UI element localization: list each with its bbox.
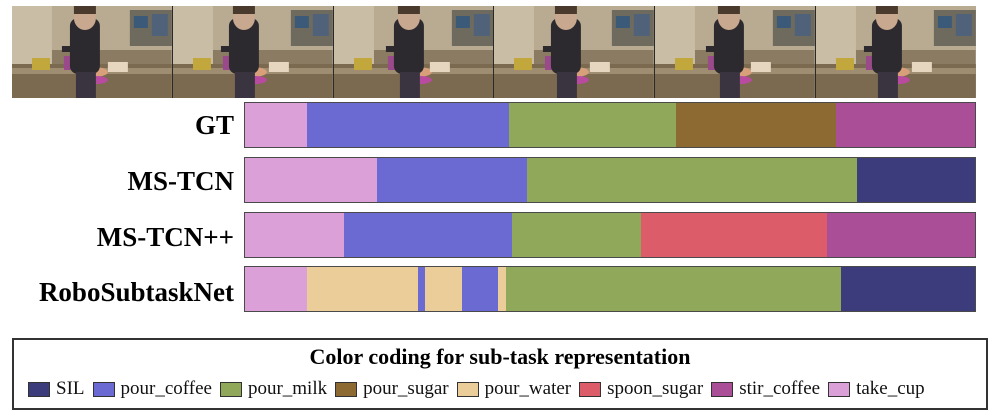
legend-item-take-cup: take_cup [828, 378, 925, 400]
segment-stir-coffee [835, 103, 975, 147]
kitchen-scene-image [12, 6, 172, 98]
video-frame [816, 6, 976, 98]
segment-pour-water [497, 267, 507, 311]
segment-pour-coffee [343, 213, 513, 257]
legend-swatch [828, 381, 851, 397]
segment-pour-water [424, 267, 462, 311]
segment-pour-coffee [377, 158, 527, 202]
legend-swatch [456, 381, 479, 397]
kitchen-scene-image [333, 6, 494, 98]
legend-swatch [219, 381, 242, 397]
legend-item-pour-milk: pour_milk [219, 378, 328, 400]
legend-item-pour-sugar: pour_sugar [335, 378, 449, 400]
segment-spoon-sugar [640, 213, 827, 257]
segment-take-cup [245, 158, 378, 202]
video-frame-strip [12, 6, 976, 98]
segment-pour-coffee [461, 267, 498, 311]
legend-swatch [711, 381, 734, 397]
segment-pour-coffee [307, 103, 509, 147]
video-frame [494, 6, 656, 98]
segmentation-bar-ms-tcn [244, 157, 976, 203]
legend-label: take_cup [856, 378, 925, 399]
segment-SIL [856, 158, 975, 202]
kitchen-scene-image [655, 6, 816, 98]
color-legend: Color coding for sub-task representation… [12, 338, 988, 410]
legend-item-pour-coffee: pour_coffee [92, 378, 212, 400]
segment-SIL [840, 267, 975, 311]
legend-label: SIL [56, 378, 85, 399]
kitchen-scene-image [494, 6, 655, 98]
segment-pour-coffee [418, 267, 425, 311]
segment-pour-milk [508, 103, 676, 147]
row-label-robosubtasknet: RoboSubtaskNet [38, 277, 234, 307]
segment-pour-sugar [675, 103, 836, 147]
segment-pour-milk [526, 158, 857, 202]
legend-swatch [28, 381, 50, 397]
segment-pour-water [307, 267, 418, 311]
segment-take-cup [245, 267, 308, 311]
kitchen-scene-image [172, 6, 333, 98]
video-frame [655, 6, 817, 98]
legend-label: stir_coffee [739, 378, 821, 399]
legend-swatch [579, 381, 602, 397]
segment-pour-milk [512, 213, 641, 257]
legend-item-stir-coffee: stir_coffee [711, 378, 820, 400]
legend-title: Color coding for sub-task representation [309, 344, 691, 369]
video-frame [12, 6, 173, 98]
row-label-ms-tcn-plus: MS-TCN++ [96, 222, 234, 252]
legend-label: spoon_sugar [607, 378, 704, 399]
legend-label: pour_water [484, 378, 572, 399]
legend-item-spoon-sugar: spoon_sugar [579, 378, 703, 400]
segmentation-bar-gt [244, 102, 976, 148]
segment-pour-milk [506, 267, 841, 311]
legend-item-SIL: SIL [28, 378, 85, 400]
legend-label: pour_milk [247, 378, 328, 399]
segment-take-cup [245, 213, 344, 257]
segment-stir-coffee [826, 213, 975, 257]
legend-label: pour_sugar [363, 378, 449, 399]
kitchen-scene-image [816, 6, 976, 98]
segment-take-cup [245, 103, 308, 147]
row-label-ms-tcn: MS-TCN [127, 166, 235, 196]
segmentation-bar-ms-tcn-plus [244, 212, 976, 258]
video-frame [172, 6, 334, 98]
video-frame [333, 6, 495, 98]
segmentation-bar-robosubtasknet [244, 266, 976, 312]
legend-swatch [92, 381, 115, 397]
legend-swatch [335, 381, 358, 397]
legend-items: SIL pour_coffee pour_milk pour_sugar pour_wa… [28, 378, 933, 400]
row-label-gt: GT [194, 110, 234, 140]
legend-label: pour_coffee [120, 378, 212, 399]
legend-item-pour-water: pour_water [456, 378, 572, 400]
